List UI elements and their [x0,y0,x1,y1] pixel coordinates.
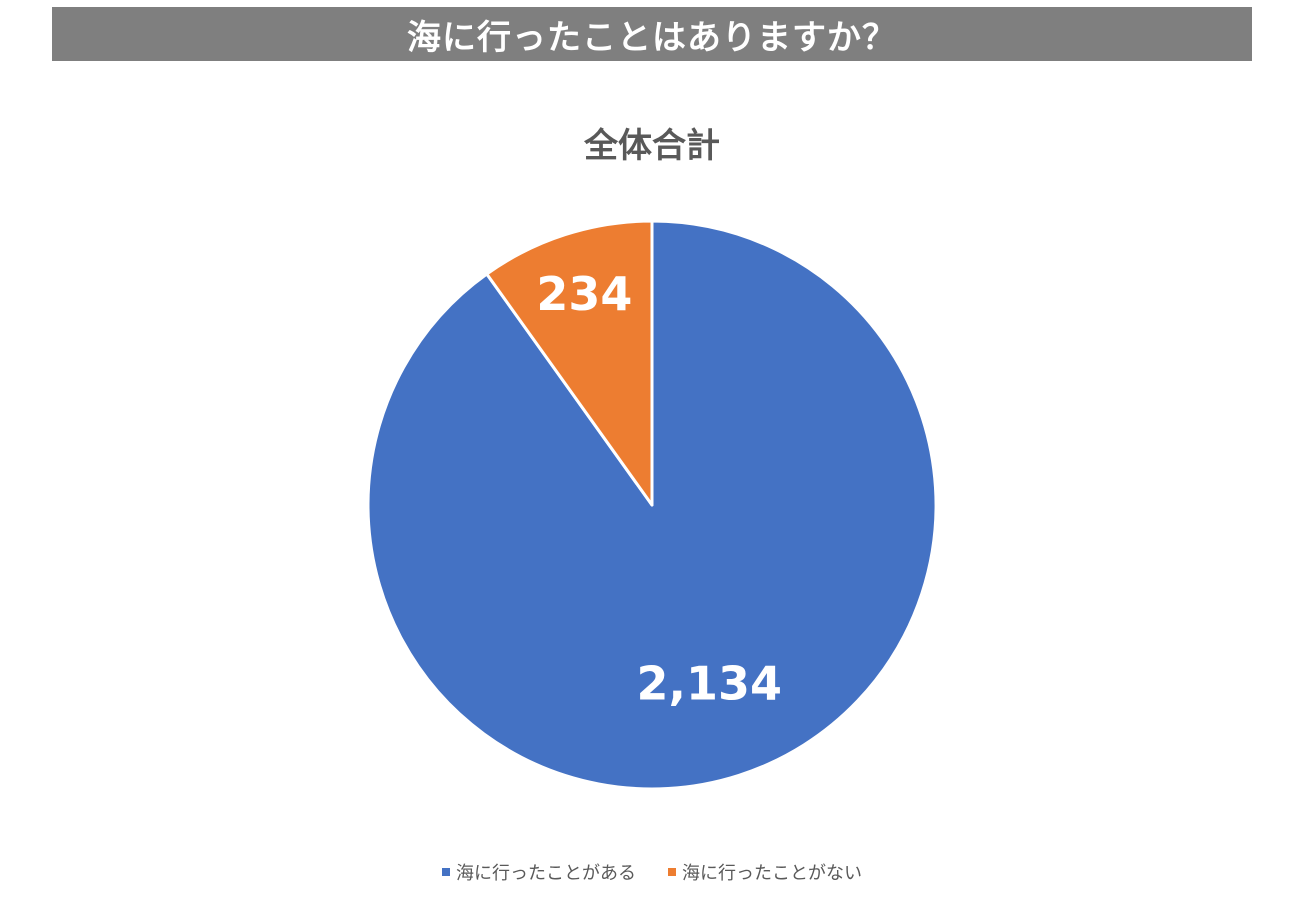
legend-label-visited: 海に行ったことがある [456,863,636,884]
legend: 海に行ったことがある 海に行ったことがない [0,858,1304,886]
legend-label-not-visited: 海に行ったことがない [682,863,862,884]
legend-swatch-visited [442,868,450,876]
data-label-not-visited: 234 [536,267,632,321]
pie-slice-not-visited [485,219,654,507]
header-bar: 海に行ったことはありますか？ [52,7,1252,61]
chart-title: 全体合計 [584,126,720,166]
legend-item-visited: 海に行ったことがある [442,859,636,885]
data-label-visited: 2,134 [637,656,783,710]
header-title: 海に行ったことはありますか？ [407,17,897,58]
legend-swatch-not-visited [668,868,676,876]
legend-item-not-visited: 海に行ったことがない [668,859,862,885]
